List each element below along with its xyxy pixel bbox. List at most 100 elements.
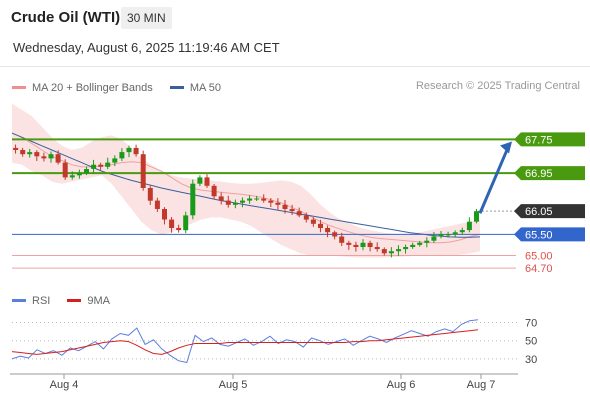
bollinger-swatch — [12, 86, 26, 89]
candle-body — [147, 188, 153, 201]
candle-body — [232, 202, 238, 205]
candle-body — [275, 202, 281, 205]
candle-body — [254, 198, 260, 200]
bollinger-band-area — [12, 103, 480, 258]
candle-body — [247, 198, 253, 201]
candle-body — [474, 211, 479, 222]
candle-body — [466, 221, 472, 231]
candle-body — [91, 164, 97, 169]
timestamp: Wednesday, August 6, 2025 11:19:46 AM CE… — [13, 40, 280, 55]
candle-body — [98, 164, 104, 167]
ma50-line — [11, 132, 481, 238]
candle-body — [133, 147, 139, 155]
level-label-66-95: 66.95 — [525, 168, 553, 180]
candle-body — [119, 152, 125, 159]
legend-label-ma50: MA 50 — [189, 81, 222, 94]
level-tag-66-05 — [514, 204, 585, 219]
candle-body — [424, 240, 430, 243]
research-credit: Research © 2025 Trading Central — [415, 80, 580, 92]
candle-body — [367, 242, 373, 247]
candle-body — [41, 156, 47, 159]
candle-body — [105, 162, 111, 167]
rsi-swatch — [12, 299, 26, 302]
x-tick-label: Aug 7 — [467, 379, 496, 391]
candle-body — [445, 234, 451, 236]
candle-body — [34, 152, 40, 157]
candle-body — [346, 242, 352, 245]
ma50-swatch — [169, 86, 184, 89]
candle-body — [396, 249, 401, 252]
x-tick-label: Aug 6 — [387, 379, 416, 391]
instrument-title: Crude Oil (WTI) — [11, 9, 121, 26]
candle-body — [360, 242, 366, 247]
x-tick-label: Aug 4 — [50, 379, 79, 391]
candle-body — [289, 209, 295, 212]
candle-body — [374, 247, 380, 250]
level-label-64-70: 64.70 — [525, 263, 553, 275]
candle-body — [268, 200, 274, 203]
candle-body — [410, 244, 416, 247]
legend-label-9ma: 9MA — [87, 294, 111, 307]
candle-body — [197, 177, 203, 184]
candle-body — [240, 200, 245, 203]
candle-body — [190, 183, 196, 216]
level-tag-66-95 — [514, 166, 585, 181]
candle-body — [76, 173, 82, 176]
candle-body — [204, 177, 210, 186]
candle-body — [211, 185, 217, 197]
candle-body — [381, 249, 387, 254]
level-tag-67-75 — [514, 132, 585, 147]
legend-item-ma50: MA 50 — [169, 81, 222, 94]
chart-header: Crude Oil (WTI) 30 MIN — [0, 0, 590, 36]
target-arrow-shaft — [478, 146, 510, 214]
candle-body — [339, 236, 345, 243]
candle-body — [126, 147, 132, 153]
candle-body — [403, 247, 409, 250]
candle-body — [62, 162, 68, 178]
candle-body — [218, 196, 224, 201]
candle-body — [282, 204, 288, 209]
ma20-line — [11, 132, 481, 244]
rsi-line — [11, 319, 479, 364]
candle-body — [183, 215, 189, 231]
legend-item-rsi: RSI — [12, 295, 50, 307]
candle-body — [353, 244, 359, 247]
level-label-65-00: 65.00 — [525, 250, 553, 262]
candle-body — [154, 200, 160, 209]
legend-label-bollinger: MA 20 + Bollinger Bands — [32, 81, 153, 94]
header-divider — [0, 66, 590, 67]
candle-body — [112, 158, 118, 163]
candle-body — [325, 228, 331, 233]
candle-body — [310, 219, 316, 224]
candle-body — [417, 242, 423, 245]
candle-body — [69, 175, 75, 178]
candle-body — [332, 232, 338, 237]
candle-body — [48, 154, 54, 159]
candle-body — [438, 234, 444, 237]
candle-body — [162, 209, 167, 220]
candle-body — [452, 232, 458, 235]
candle-body — [303, 215, 309, 220]
legend-item-9ma: 9MA — [67, 295, 110, 307]
candle-body — [169, 219, 175, 228]
candle-body — [296, 211, 302, 216]
candle-body — [27, 152, 33, 155]
timeframe-badge[interactable]: 30 MIN — [121, 7, 172, 29]
rsi-legend: RSI 9MA — [12, 293, 124, 307]
candle-body — [261, 198, 267, 201]
rsi-tick-70: 70 — [525, 318, 537, 330]
candle-body — [20, 150, 26, 155]
level-tag-65-50 — [514, 227, 585, 242]
candle-body — [388, 251, 394, 254]
candle-body — [318, 223, 323, 228]
candle-body — [13, 147, 19, 150]
candle-body — [225, 200, 231, 205]
legend-label-rsi: RSI — [32, 294, 51, 307]
candle-body — [431, 236, 437, 241]
rsi-tick-50: 50 — [525, 336, 537, 348]
candle-body — [140, 154, 146, 188]
level-label-66-05: 66.05 — [525, 206, 553, 218]
target-arrow-head — [500, 141, 512, 154]
level-label-65-50: 65.50 — [525, 229, 553, 241]
